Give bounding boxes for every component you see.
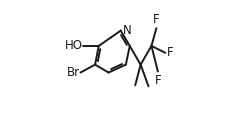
Text: F: F <box>155 73 161 87</box>
Text: HO: HO <box>65 39 82 52</box>
Text: F: F <box>167 46 173 59</box>
Text: N: N <box>122 24 131 37</box>
Text: F: F <box>153 13 160 26</box>
Text: Br: Br <box>66 66 80 79</box>
